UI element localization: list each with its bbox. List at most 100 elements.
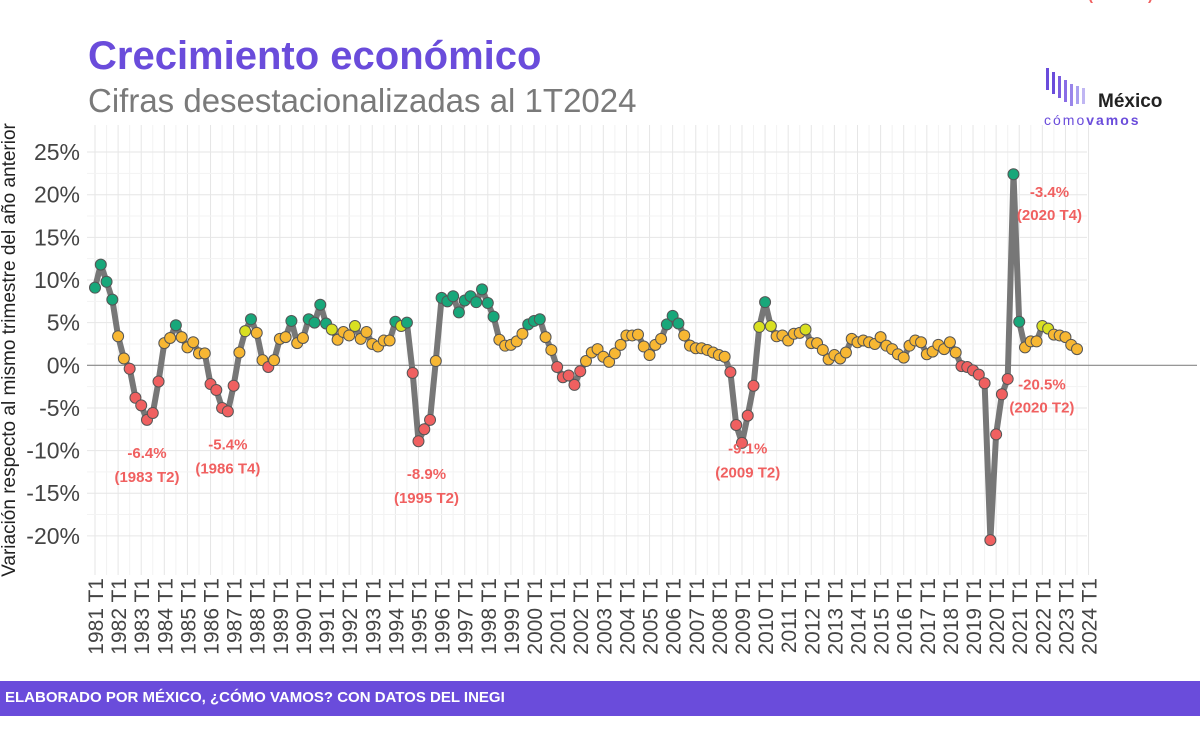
annotation-value: -5.4% [208, 436, 247, 453]
data-point [152, 375, 165, 388]
data-point [106, 293, 119, 306]
annotation-period: (2020 T4) [1017, 207, 1082, 224]
data-point [210, 384, 223, 397]
chart-subtitle: Cifras desestacionalizadas al 1T2024 [88, 82, 637, 119]
data-point [949, 346, 962, 359]
x-tick-label: 2008 T1 [709, 578, 732, 655]
data-point [799, 323, 812, 336]
data-point [631, 328, 644, 341]
data-point [568, 378, 581, 391]
x-tick-label: 2006 T1 [663, 578, 686, 655]
x-tick-label: 1990 T1 [293, 578, 316, 655]
x-tick-label: 2020 T1 [986, 578, 1009, 655]
annotation-value: -20.5% [1018, 376, 1066, 393]
annotation-period: (1995 T2) [394, 490, 459, 507]
x-tick-label: 1988 T1 [247, 578, 270, 655]
data-point [227, 379, 240, 392]
annotation-period: (2020 T2) [1009, 399, 1074, 416]
x-tick-label: 2003 T1 [593, 578, 616, 655]
data-point [429, 355, 442, 368]
data-point [112, 330, 125, 343]
data-point [990, 428, 1003, 441]
x-tick-label: 2018 T1 [940, 578, 963, 655]
logo-tag-bold: vamos [1086, 112, 1141, 128]
mexico-como-vamos-logo: México cómovamos [1040, 66, 1190, 130]
x-tick-label: 2023 T1 [1055, 578, 1078, 655]
data-point [943, 336, 956, 349]
annotation-period: (1986 T4) [195, 460, 260, 477]
data-point [574, 365, 587, 378]
x-tick-label: 2007 T1 [686, 578, 709, 655]
logo-tag-light: cómo [1044, 112, 1087, 128]
data-point [268, 354, 281, 367]
x-tick-label: 1985 T1 [177, 578, 200, 655]
data-point [759, 296, 772, 309]
bars-logo-icon [1046, 68, 1085, 106]
data-point [915, 336, 928, 349]
x-tick-label: 2014 T1 [847, 578, 870, 655]
data-point [383, 334, 396, 347]
x-tick-label: 2015 T1 [871, 578, 894, 655]
data-point [753, 320, 766, 333]
data-point [476, 283, 489, 296]
data-point [562, 369, 575, 382]
x-tick-label: 2002 T1 [570, 578, 593, 655]
data-point [1030, 335, 1043, 348]
data-point [348, 320, 361, 333]
x-tick-label: 2019 T1 [963, 578, 986, 655]
x-tick-label: 2000 T1 [524, 578, 547, 655]
y-tick-label: -15% [26, 480, 80, 506]
data-point [741, 409, 754, 422]
data-point [487, 310, 500, 323]
data-point [244, 313, 257, 326]
data-point [672, 317, 685, 330]
data-point [308, 316, 321, 329]
x-tick-label: 2004 T1 [616, 578, 639, 655]
data-point [816, 343, 829, 356]
data-point [187, 336, 200, 349]
data-point [545, 343, 558, 356]
data-point [233, 346, 246, 359]
data-point [724, 366, 737, 379]
data-point [400, 316, 413, 329]
data-point [470, 296, 483, 309]
data-point [314, 298, 327, 311]
data-point [123, 362, 136, 375]
x-tick-label: 1993 T1 [362, 578, 385, 655]
x-tick-label: 2009 T1 [732, 578, 755, 655]
y-tick-label: 15% [34, 224, 80, 250]
x-tick-label: 1982 T1 [108, 578, 131, 655]
data-point [735, 436, 748, 449]
y-tick-label: 20% [34, 182, 80, 208]
data-point [360, 326, 373, 339]
data-point [239, 325, 252, 338]
data-point [198, 347, 211, 360]
data-point [135, 399, 148, 412]
y-axis-label: Variación respecto al mismo trimestre de… [0, 122, 20, 576]
data-point [146, 407, 159, 420]
data-point [1001, 372, 1014, 385]
data-point [418, 423, 431, 436]
x-tick-label: 1986 T1 [201, 578, 224, 655]
data-point [424, 413, 437, 426]
footer-bar: ELABORADO POR MÉXICO, ¿CÓMO VAMOS? CON D… [0, 681, 1200, 716]
data-point [343, 329, 356, 342]
x-tick-label: 2012 T1 [801, 578, 824, 655]
data-point [481, 297, 494, 310]
axes: -20% -15% -10% -5% 0% 5% 10% 15% 20% 25% Variación… [0, 122, 1197, 655]
annotation-period: (2009 T2) [715, 465, 780, 482]
data-point [325, 323, 338, 336]
x-tick-label: 2017 T1 [917, 578, 940, 655]
x-tick-label: 1995 T1 [408, 578, 431, 655]
data-point [839, 346, 852, 359]
data-point [452, 306, 465, 319]
y-tick-label: 0% [47, 352, 80, 378]
data-point [175, 331, 188, 344]
x-tick-label: 1999 T1 [501, 578, 524, 655]
x-tick-label: 1989 T1 [270, 578, 293, 655]
x-tick-label: 1987 T1 [224, 578, 247, 655]
data-point [995, 388, 1008, 401]
data-point [250, 326, 263, 339]
annotation-value: -6.4% [127, 445, 166, 462]
data-point [169, 319, 182, 332]
